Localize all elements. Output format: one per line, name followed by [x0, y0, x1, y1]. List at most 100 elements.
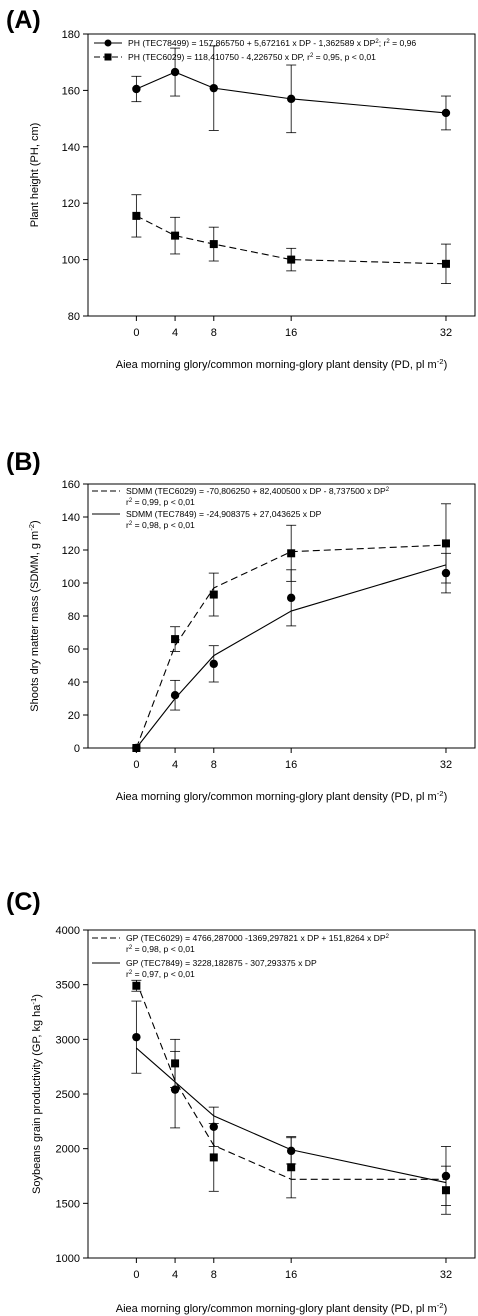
x-tick-label-part: 0 [133, 1269, 139, 1281]
y-tick-label-part: 4000 [56, 925, 80, 937]
y-tick-label-part: 120 [62, 198, 80, 210]
y-tick-label: 140 [62, 512, 80, 524]
legend-label-line2-part: = 0,98, p < 0,01 [132, 520, 195, 530]
data-point-square [132, 211, 141, 220]
data-point-circle [209, 1122, 218, 1131]
x-tick-label: 0 [133, 1269, 139, 1281]
y-tick-label: 0 [74, 743, 80, 755]
legend-label-line2-sup: 2 [129, 521, 133, 527]
x-tick-label: 4 [172, 1269, 178, 1281]
x-axis-label-sup: -2 [437, 1301, 444, 1310]
legend-label-line2-part: r [126, 969, 129, 979]
chart-panel-b: (B) 0 20 40 60 80 100 120 140 160 0 4 8 16 32 Aiea morn… [0, 440, 478, 880]
chart-panel-c: (C) 1000 1500 2000 2500 3000 3500 4000 0 4 8 16 32 Ai… [0, 880, 478, 1316]
x-tick-label: 16 [285, 327, 297, 339]
y-tick-label: 100 [62, 255, 80, 267]
chart-c-svg: (C) 1000 1500 2000 2500 3000 3500 4000 0 4 8 16 32 Ai… [6, 888, 476, 1315]
legend-label-sup: 2 [386, 39, 390, 45]
y-tick-label-part: 140 [62, 512, 80, 524]
y-tick-label: 160 [62, 85, 80, 97]
legend-label-line2: r2 = 0,98, p < 0,01 [126, 944, 195, 954]
y-tick-label-part: 100 [62, 255, 80, 267]
legend-label-part: PH (TEC6029) = 118,410750 - 4,226750 x D… [128, 52, 310, 62]
y-tick-label-part: 1500 [56, 1198, 80, 1210]
data-point-circle [286, 593, 296, 603]
x-tick-label: 16 [285, 1269, 297, 1281]
chart-panel-a: (A) 80 100 120 140 160 180 0 4 8 16 32 Aiea morning … [0, 0, 478, 440]
legend-label: GP (TEC6029) = 4766,287000 -1369,297821 … [126, 933, 390, 943]
x-axis-label-part: ) [444, 791, 448, 803]
legend-label-line2-part: = 0,97, p < 0,01 [132, 969, 195, 979]
x-tick-label: 4 [172, 327, 178, 339]
data-point-circle [170, 1085, 180, 1094]
legend-label-part: = 0,96 [390, 38, 417, 48]
panel-label-part: (A) [6, 6, 41, 34]
y-tick-label-part: 120 [62, 545, 80, 557]
y-axis-label: Plant height (PH, cm) [29, 123, 41, 228]
legend-label-part: SDMM (TEC7849) = -24,908375 + 27,043625 … [126, 509, 322, 519]
y-axis-label-part: Shoots dry matter mass (SDMM, g m [29, 531, 41, 712]
data-point-circle [286, 1146, 296, 1156]
y-tick-label-part: 3000 [56, 1034, 80, 1046]
legend-label-line2-part: = 0,99, p < 0,01 [132, 497, 195, 507]
plot-frame [87, 929, 476, 1259]
y-tick-label-part: 100 [62, 578, 80, 590]
x-tick-label: 8 [211, 327, 217, 339]
data-point-square [209, 240, 218, 249]
data-point-circle [132, 84, 141, 94]
x-tick-label-part: 16 [285, 327, 297, 339]
data-point-square [171, 635, 180, 644]
legend-label-line2-part: r [126, 497, 129, 507]
x-axis-label-part: ) [444, 1303, 448, 1315]
legend-label-part: GP (TEC7849) = 3228,182875 - 307,293375 … [126, 958, 317, 968]
data-point-square [209, 1153, 218, 1162]
y-tick-label-part: 60 [68, 644, 80, 656]
x-tick-label-part: 16 [285, 759, 297, 771]
y-tick-label-part: 140 [62, 142, 80, 154]
x-axis-label: Aiea morning glory/common morning-glory … [116, 789, 447, 804]
y-tick-label: 1500 [56, 1198, 80, 1210]
panel-label-part: (C) [6, 888, 41, 916]
y-tick-label: 3000 [56, 1034, 80, 1046]
x-tick-label: 32 [440, 327, 452, 339]
x-tick-label: 0 [133, 759, 139, 771]
y-tick-label: 3500 [56, 980, 80, 992]
x-tick-label: 4 [172, 759, 178, 771]
data-point-circle [209, 83, 218, 93]
data-point-square [171, 231, 180, 240]
x-axis-label-part: Aiea morning glory/common morning-glory … [116, 791, 437, 803]
x-tick-label: 32 [440, 1269, 452, 1281]
y-tick-label: 120 [62, 198, 80, 210]
x-tick-label-part: 4 [172, 759, 178, 771]
x-tick-label-part: 32 [440, 1269, 452, 1281]
data-point-square [441, 539, 450, 548]
data-point-circle [441, 568, 451, 578]
legend-label-line2: r2 = 0,99, p < 0,01 [126, 497, 195, 507]
legend-label-part: PH (TEC78499) = 157,865750 + 5,672161 x … [128, 38, 376, 48]
x-tick-label-part: 4 [172, 1269, 178, 1281]
legend-label-part: ; r [379, 38, 387, 48]
y-tick-label: 60 [68, 644, 80, 656]
y-tick-label-part: 1000 [56, 1253, 80, 1265]
legend-label-line2: r2 = 0,97, p < 0,01 [126, 969, 195, 979]
x-tick-label-part: 8 [211, 1269, 217, 1281]
y-tick-label-part: 0 [74, 743, 80, 755]
data-point-circle [286, 94, 296, 104]
data-point-circle [209, 659, 218, 669]
data-point-square [132, 981, 141, 990]
y-axis-label-part: ) [29, 520, 41, 524]
legend-label-sup: 2 [375, 39, 379, 45]
y-axis-label-part: Plant height (PH, cm) [29, 123, 41, 228]
y-tick-label: 2500 [56, 1089, 80, 1101]
y-tick-label-part: 80 [68, 311, 80, 323]
y-tick-label: 80 [68, 611, 80, 623]
data-point-circle [132, 1032, 141, 1042]
data-point-circle [441, 1171, 451, 1181]
legend-marker [104, 53, 112, 61]
y-tick-label-part: 3500 [56, 980, 80, 992]
x-axis-label-sup: -2 [437, 789, 444, 798]
y-tick-label-part: 2000 [56, 1144, 80, 1156]
x-tick-label: 16 [285, 759, 297, 771]
y-axis-label: Soybeans grain productivity (GP, kg ha-1… [29, 994, 44, 1194]
y-tick-label: 1000 [56, 1253, 80, 1265]
